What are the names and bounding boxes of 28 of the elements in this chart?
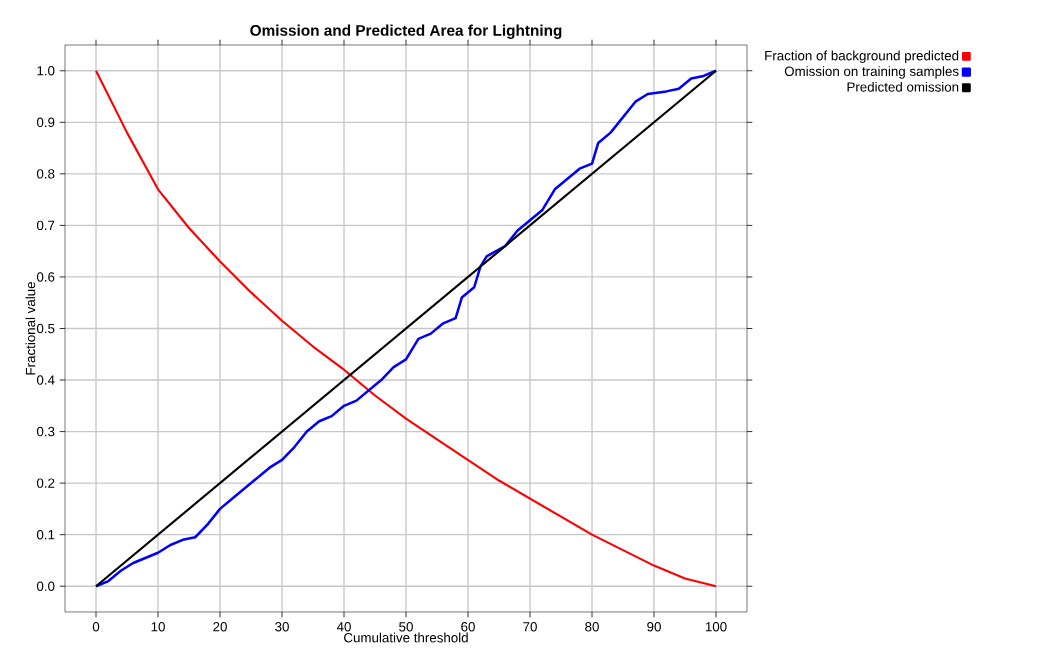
y-tick-label: 0.8 xyxy=(36,169,55,179)
y-tick-label: 0.7 xyxy=(36,220,55,231)
y-tick-label: 1.0 xyxy=(37,66,55,76)
y-tick-label: 0.5 xyxy=(36,323,55,334)
x-tick-label: 20 xyxy=(213,622,227,632)
x-tick-label: 40 xyxy=(336,622,351,632)
y-tick-label: 0.4 xyxy=(36,375,55,385)
y-tick-label: 0.0 xyxy=(36,581,55,591)
x-tick-label: 50 xyxy=(399,622,413,632)
legend-label: Omission on training samples xyxy=(784,66,959,79)
x-tick-label: 80 xyxy=(585,622,599,632)
x-tick-label: 10 xyxy=(151,622,165,632)
y-tick-label: 0.3 xyxy=(36,426,55,437)
y-axis-title: Fractional value xyxy=(25,282,36,375)
x-tick-label: 60 xyxy=(461,622,475,632)
x-tick-label: 30 xyxy=(275,622,289,632)
x-tick-label: 0 xyxy=(92,622,100,632)
y-tick-label: 0.2 xyxy=(36,478,55,488)
x-tick-label: 90 xyxy=(647,622,661,632)
chart-title: Omission and Predicted Area for Lightning xyxy=(250,24,562,39)
y-tick-label: 0.9 xyxy=(36,117,55,128)
y-tick-label: 0.6 xyxy=(36,272,55,282)
y-tick-label: 0.1 xyxy=(36,529,55,540)
x-axis-title: Cumulative threshold xyxy=(344,632,468,643)
x-tick-label: 70 xyxy=(523,622,537,632)
legend-label: Predicted omission xyxy=(847,81,959,92)
x-tick-label: 100 xyxy=(705,622,727,632)
legend-label: Fraction of background predicted xyxy=(765,50,959,64)
